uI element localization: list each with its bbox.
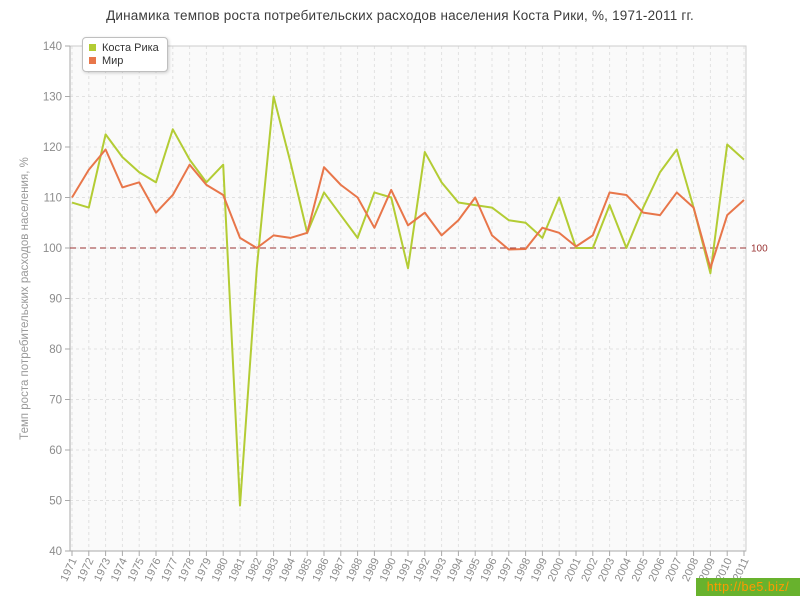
chart-title: Динамика темпов роста потребительских ра… [106, 8, 694, 23]
y-tick-label: 110 [44, 193, 62, 205]
costa-rica-series-swatch [89, 44, 96, 51]
y-tick-label: 40 [49, 546, 62, 558]
reference-line-label: 100 [751, 244, 768, 255]
legend-item-world: Мир [89, 54, 159, 67]
world-series-swatch [89, 57, 96, 64]
legend-label-world: Мир [102, 54, 124, 67]
y-tick-label: 140 [43, 41, 62, 53]
y-axis-title: Темп роста потребительских расходов насе… [19, 157, 31, 440]
legend-label-costa-rica: Коста Рика [102, 41, 159, 54]
watermark-link[interactable]: http://be5.biz/ [696, 578, 800, 596]
y-tick-label: 70 [49, 395, 62, 407]
y-tick-label: 80 [49, 344, 62, 356]
y-tick-label: 90 [49, 294, 62, 306]
y-tick-label: 60 [49, 445, 62, 457]
legend: Коста Рика Мир [82, 37, 168, 72]
y-tick-label: 50 [49, 496, 62, 508]
y-tick-label: 120 [43, 142, 62, 154]
legend-item-costa-rica: Коста Рика [89, 41, 159, 54]
series-line-1 [71, 148, 745, 270]
y-tick-label: 100 [43, 243, 62, 255]
series-line-0 [71, 95, 745, 507]
y-tick-label: 130 [43, 92, 62, 104]
